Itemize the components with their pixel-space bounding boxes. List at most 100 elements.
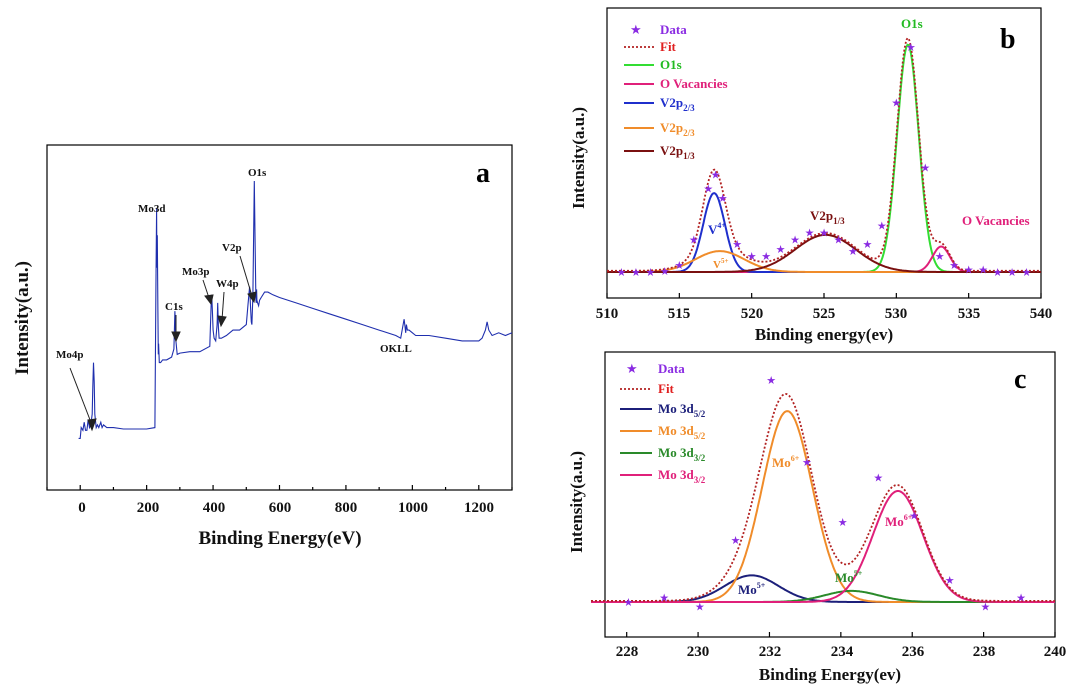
panel-c-tick-label: 238 (973, 644, 996, 660)
legend-v2p-a-sub: 2/3 (683, 103, 695, 113)
panel-b-data-point: ★ (1007, 267, 1017, 279)
peak-label-c1s: C1s (165, 301, 183, 313)
annotation-v5plus: V5+ (713, 257, 728, 271)
panel-a-tick-label: 0 (78, 500, 86, 516)
legend-mo-d-label: Mo 3d3/2 (658, 467, 706, 485)
panel-b-data-point: ★ (978, 265, 988, 277)
panel-b-peaks (607, 43, 1041, 273)
annotation-v5plus-sup: 5+ (721, 257, 729, 265)
panel-a-tick-label: 600 (269, 500, 292, 516)
panel-b-fit-curve (607, 36, 1041, 272)
panel-b-data-point: ★ (674, 260, 684, 272)
legend-data-label: Data (660, 22, 687, 37)
peak-label-mo3d: Mo3d (138, 203, 166, 215)
legend-data-marker: ★ (626, 361, 638, 376)
legend-fit-label: Fit (658, 381, 675, 396)
panel-b-data-point: ★ (906, 42, 916, 54)
panel-b-data-point: ★ (1022, 267, 1032, 279)
legend-v2p-c-label: V2p1/3 (660, 143, 695, 161)
legend-v2p-a-label: V2p2/3 (660, 95, 695, 113)
panel-b-data-point: ★ (819, 228, 829, 240)
panel-c-tick-label: 232 (759, 644, 782, 660)
panel-c-tick-label: 234 (831, 644, 854, 660)
arrowhead-mo3p (204, 294, 214, 306)
legend-v2p-b-sub: 2/3 (683, 128, 695, 138)
panel-b-tick-label: 540 (1030, 306, 1053, 322)
panel-c-tick-label: 228 (616, 644, 639, 660)
panel-c-data-point: ★ (873, 473, 883, 485)
legend-o1s-label: O1s (660, 57, 682, 72)
panel-a-letter: a (476, 158, 490, 189)
annotation-mo5plus-right-base: Mo (835, 570, 854, 585)
annotation-v2p13: V2p1/3 (810, 208, 845, 226)
panel-c-peak-curve (591, 490, 1055, 603)
panel-c-data-point: ★ (659, 593, 669, 605)
panel-b-data-point: ★ (703, 183, 713, 195)
panel-c-tick-label: 240 (1044, 644, 1067, 660)
annotation-v2p13-base: V2p (810, 208, 833, 223)
arrow-mo3p (202, 279, 210, 299)
panel-b-data-point: ★ (747, 251, 757, 263)
peak-arrows (69, 255, 257, 432)
arrowhead-c1s (171, 331, 181, 343)
panel-b-data-point: ★ (718, 193, 728, 205)
panel-c-data-point: ★ (945, 575, 955, 587)
panel-c-data-point: ★ (695, 601, 705, 613)
annotation-mo5plus-left-base: Mo (738, 582, 757, 597)
panel-c-y-axis-label: Intensity(a.u.) (567, 451, 586, 553)
panel-a-tick-label: 1200 (464, 500, 494, 516)
panel-a-y-axis-label: Intensity(a.u.) (12, 261, 33, 375)
panel-b-tick-label: 530 (885, 306, 908, 322)
arrow-mo4p (69, 367, 93, 426)
panel-b-data-point: ★ (805, 228, 815, 240)
legend-mo-a-label: Mo 3d5/2 (658, 401, 706, 419)
panel-b-ticks (606, 293, 1042, 298)
panel-b-tick-label: 520 (741, 306, 764, 322)
panel-b-data-point: ★ (848, 246, 858, 258)
legend-v2p-c-sub: 1/3 (683, 151, 695, 161)
panel-b-data-point: ★ (631, 267, 641, 279)
panel-b-data-point: ★ (891, 98, 901, 110)
panel-b-data-point: ★ (877, 221, 887, 233)
panel-c-letter: c (1014, 364, 1026, 395)
annotation-mo6plus-left-sup: 6+ (791, 454, 800, 463)
peak-label-w4p: W4p (216, 278, 239, 290)
panel-b-data-point: ★ (776, 244, 786, 256)
panel-c-data-point: ★ (1016, 593, 1026, 605)
legend-data-label: Data (658, 361, 685, 376)
panel-c-peak-curve (591, 410, 1055, 603)
arrowhead-mo4p (87, 418, 97, 432)
panel-b-x-axis-label: Binding energy(ev) (755, 325, 893, 344)
panel-b-tick-label: 515 (668, 306, 691, 322)
legend-mo-b-label: Mo 3d5/2 (658, 423, 706, 441)
panel-a-tick-label: 1000 (398, 500, 428, 516)
legend-mo-d-base: Mo 3d (658, 467, 695, 482)
panel-c-data-point: ★ (766, 375, 776, 387)
annotation-o1s: O1s (901, 16, 923, 31)
panel-b-data-point: ★ (993, 267, 1003, 279)
peak-label-okll: OKLL (380, 343, 412, 355)
panel-a-tick-label: 400 (203, 500, 226, 516)
panel-a-x-axis-label: Binding Energy(eV) (198, 528, 361, 549)
panel-c: ★ ★ ★ ★ ★ ★ ★ ★ ★ ★ ★ ★ 228 230 232 234 236 238 240… (567, 351, 1067, 684)
panel-c-legend: ★ Data Fit Mo 3d5/2 Mo 3d5/2 Mo 3d3/2 Mo… (620, 361, 706, 485)
legend-mo-c-sub: 3/2 (694, 453, 706, 463)
panel-a-frame (46, 144, 513, 491)
legend-mo-b-sub: 5/2 (694, 431, 706, 441)
panel-b-data-point: ★ (660, 266, 670, 278)
annotation-v2p13-sub: 1/3 (833, 216, 845, 226)
panel-c-data-point: ★ (624, 597, 634, 609)
panel-b-data-point: ★ (761, 251, 771, 263)
annotation-mo6plus-right-base: Mo (885, 514, 904, 529)
legend-v2p-a-base: V2p (660, 95, 683, 110)
legend-mo-a-base: Mo 3d (658, 401, 695, 416)
legend-mo-c-base: Mo 3d (658, 445, 695, 460)
panel-b-peak-curve (607, 233, 1041, 273)
panel-b-legend: ★ Data Fit O1s O Vacancies V2p2/3 V2p2/3… (624, 22, 728, 161)
panel-a-tick-label: 800 (335, 500, 358, 516)
annotation-mo6plus-right-sup: 6+ (904, 513, 913, 522)
panel-c-data-point: ★ (909, 510, 919, 522)
annotation-mo5plus-left: Mo5+ (738, 581, 766, 597)
panel-c-data-points: ★ ★ ★ ★ ★ ★ ★ ★ ★ ★ ★ ★ (624, 375, 1027, 613)
panel-a: 0 200 400 600 800 1000 1200 Binding Ener… (12, 144, 513, 549)
